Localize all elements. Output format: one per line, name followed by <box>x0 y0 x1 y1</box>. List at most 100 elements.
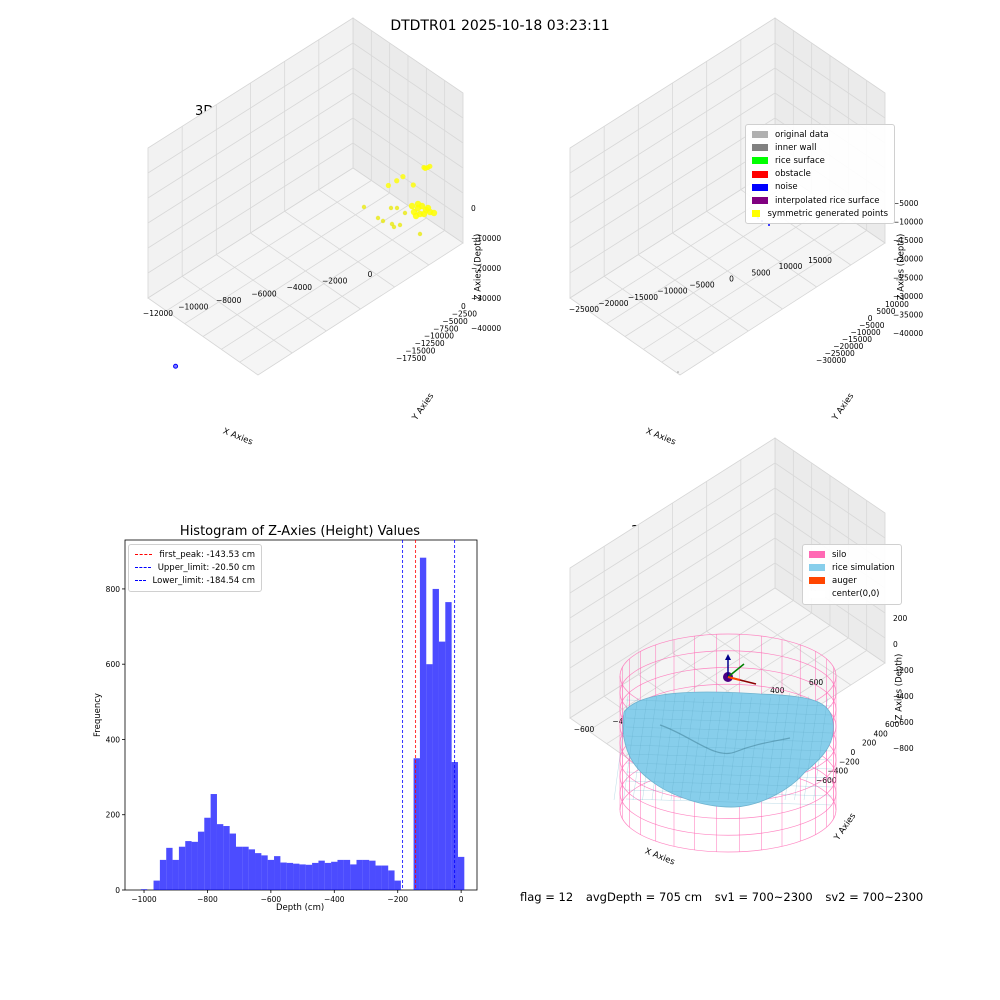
raw-grid-z <box>147 42 464 174</box>
histogram-bar <box>331 861 338 890</box>
simulation-legend-item: center(0,0) <box>809 588 895 601</box>
legend-label: Lower_limit: -184.54 cm <box>152 575 255 586</box>
legend-swatch <box>752 131 768 139</box>
sim-x-tick-label: 600 <box>809 678 824 687</box>
sim-y-tick-label: 200 <box>862 739 877 748</box>
rice-mesh-line <box>642 696 657 801</box>
cls-z-tick-label: −30000 <box>893 292 923 301</box>
legend-label: silo <box>832 549 847 560</box>
rice-mesh-line <box>718 692 733 801</box>
raw-scatter-point <box>397 222 403 228</box>
cls-y-tick-label: 0 <box>868 314 873 323</box>
rice-mesh-line <box>689 698 705 801</box>
sim-z-tick-label: 200 <box>893 614 908 623</box>
histogram-bar <box>210 794 217 890</box>
rice-mesh-line <box>625 744 833 752</box>
raw-cluster-point <box>412 212 420 220</box>
histogram-legend-item: first_peak: -143.53 cm <box>135 548 255 561</box>
legend-swatch <box>809 551 825 559</box>
cls-z-tick-label: −40000 <box>893 329 923 338</box>
cls-z-tick-label: −15000 <box>893 236 923 245</box>
raw-data-point <box>427 163 433 169</box>
auger-axis-z-head <box>725 654 731 660</box>
rice-mesh-line <box>625 717 833 725</box>
cls-z-tick-label: −20000 <box>893 255 923 264</box>
histogram-x-tick-label: −600 <box>261 895 282 904</box>
sim-y-tick-label: −200 <box>839 757 860 766</box>
cls-y-tick-label: −5000 <box>859 321 885 330</box>
raw-z-tick-label: −20000 <box>471 264 501 273</box>
legend-swatch <box>752 183 768 191</box>
histogram-bar <box>172 859 179 890</box>
histogram-bar <box>293 863 300 890</box>
cls-grid-z <box>569 67 886 199</box>
cls-x-tick-label: 5000 <box>751 268 770 277</box>
histogram-bar <box>261 855 268 890</box>
sim-x-tick-label: −600 <box>574 725 595 734</box>
histogram-bar <box>362 859 370 890</box>
rice-mesh-line <box>803 698 819 801</box>
sim-grid-z <box>569 462 886 594</box>
legend-line-swatch <box>135 554 153 556</box>
raw-x-tick-label: −2000 <box>322 277 348 286</box>
rice-surface <box>622 691 834 808</box>
histogram-bar <box>438 641 446 890</box>
histogram-bar <box>267 859 275 890</box>
raw-y-tick-label: −7500 <box>433 324 459 333</box>
simulation-legend-item: rice simulation <box>809 561 895 574</box>
legend-swatch <box>752 170 768 178</box>
rice-mesh-line <box>775 693 790 801</box>
sv1-text: sv1 = 700~2300 <box>714 890 813 904</box>
legend-label: center(0,0) <box>832 589 880 600</box>
cls-z-tick-label: −10000 <box>893 218 923 227</box>
simulation-legend: silo rice simulation auger center(0,0) <box>802 544 902 605</box>
sim-grid-z <box>569 487 886 619</box>
raw-cluster-point <box>408 202 416 210</box>
rice-mesh-line <box>625 726 833 734</box>
rice-mesh-line <box>632 698 648 801</box>
simulation-legend-item: auger <box>809 574 895 587</box>
cls-z-tick-label: −35000 <box>893 310 923 319</box>
legend-label: rice surface <box>775 155 825 166</box>
rice-valley-shade <box>659 724 791 755</box>
rice-mesh-line <box>625 735 833 743</box>
histogram-x-tick-label: −800 <box>197 895 218 904</box>
legend-swatch <box>752 157 768 165</box>
histogram-bar <box>337 859 344 890</box>
histogram-y-tick-label: 200 <box>106 811 121 820</box>
raw-scatter-point <box>391 224 397 230</box>
rice-mesh-line <box>625 771 833 779</box>
histogram-title: Histogram of Z-Axies (Height) Values <box>179 524 421 539</box>
cls-y-tick-label: 10000 <box>885 300 909 309</box>
cls-x-tick-label: −25000 <box>569 305 599 314</box>
histogram-bar <box>242 846 249 890</box>
cls-z-tick-label: −25000 <box>893 273 923 282</box>
histogram-bar <box>255 853 262 890</box>
sim-y-tick-label: 0 <box>851 748 856 757</box>
classify-legend-item: rice surface <box>752 154 888 167</box>
sim-grid-y <box>740 609 852 686</box>
histogram-bar <box>286 862 294 890</box>
cls-y-tick-label: 5000 <box>876 307 895 316</box>
histogram-bar <box>223 826 230 890</box>
raw-scatter-point <box>375 215 381 221</box>
raw-cluster-point <box>414 200 422 208</box>
cls-original-point <box>677 371 679 373</box>
raw-z-tick-label: −40000 <box>471 324 501 333</box>
cls-y-tick-label: −10000 <box>851 328 881 337</box>
cls-x-tick-label: −15000 <box>628 293 658 302</box>
legend-label: inner wall <box>775 142 817 153</box>
raw-cluster-point <box>420 210 428 218</box>
histogram-bar <box>140 889 148 890</box>
histogram-bar <box>229 833 236 890</box>
raw-x-tick-label: −8000 <box>216 296 242 305</box>
figure-title: DTDTR01 2025-10-18 03:23:11 <box>390 18 610 34</box>
raw-y-tick-label: −12500 <box>415 339 445 348</box>
raw-cluster-point <box>430 209 438 217</box>
histogram-bar <box>369 860 376 890</box>
histogram-bar <box>350 864 357 890</box>
raw-data-point <box>173 363 179 369</box>
histogram-bar <box>457 856 465 890</box>
raw-y-tick-label: 0 <box>461 302 466 311</box>
